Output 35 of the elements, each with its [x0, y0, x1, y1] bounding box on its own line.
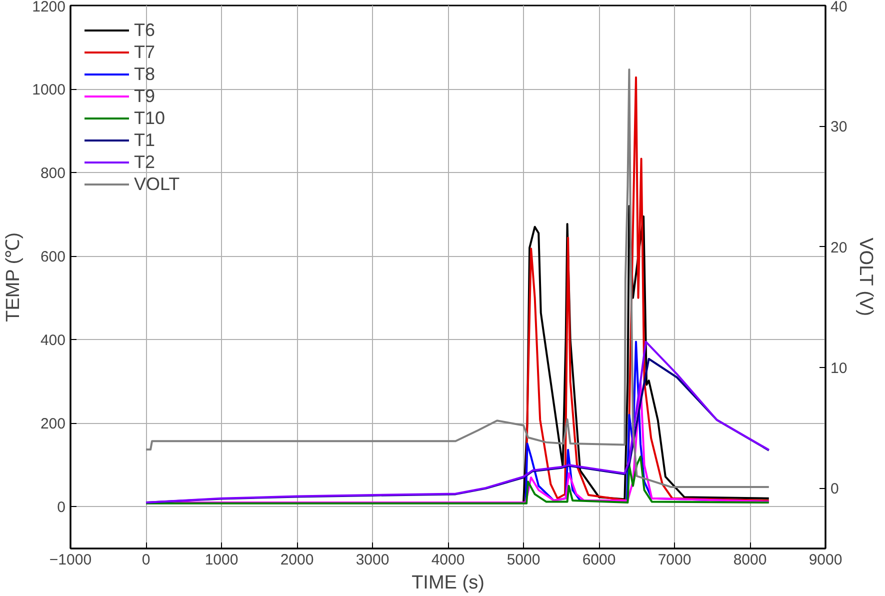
y2-tick-label: 30 [830, 118, 848, 136]
y2-tick-label: 10 [830, 360, 848, 377]
x-tick-label: 0 [142, 552, 150, 568]
y-tick-label: 800 [40, 165, 66, 182]
y-tick-label: 600 [40, 248, 66, 266]
x-tick-label: 6000 [582, 552, 616, 568]
x-tick-label: 2000 [280, 552, 314, 568]
legend-label: T8 [134, 63, 156, 85]
y-tick-label: 0 [57, 499, 66, 516]
legend-label: T10 [134, 107, 166, 129]
y2-tick-label: 0 [830, 480, 839, 498]
x-axis-title: TIME (s) [412, 572, 484, 594]
legend-label: T9 [134, 85, 156, 107]
x-tick-label: 3000 [356, 552, 390, 568]
y-tick-label: 1200 [32, 0, 66, 16]
legend-label: T6 [134, 19, 156, 41]
y-tick-label: 400 [40, 332, 66, 350]
y-tick-label: 1000 [32, 82, 66, 99]
x-tick-label: 5000 [506, 552, 540, 568]
legend-label: T2 [134, 151, 156, 173]
x-tick-label: 1000 [204, 552, 238, 568]
line-series [145, 456, 770, 504]
x-tick-label: 7000 [658, 552, 692, 568]
y-axis-title: TEMP (℃) [3, 232, 24, 322]
y-tick-label: 200 [40, 416, 66, 433]
y2-axis-title: VOLT (V) [855, 238, 876, 316]
x-tick-label: −1000 [49, 552, 92, 568]
legend-label: T7 [134, 41, 156, 63]
x-tick-label: 4000 [431, 552, 465, 568]
legend-label: T1 [134, 129, 156, 151]
legend-label: VOLT [134, 173, 180, 195]
y2-tick-label: 40 [830, 0, 848, 16]
x-tick-label: 9000 [808, 552, 842, 568]
x-tick-label: 8000 [733, 552, 767, 568]
y2-tick-label: 20 [830, 239, 848, 256]
